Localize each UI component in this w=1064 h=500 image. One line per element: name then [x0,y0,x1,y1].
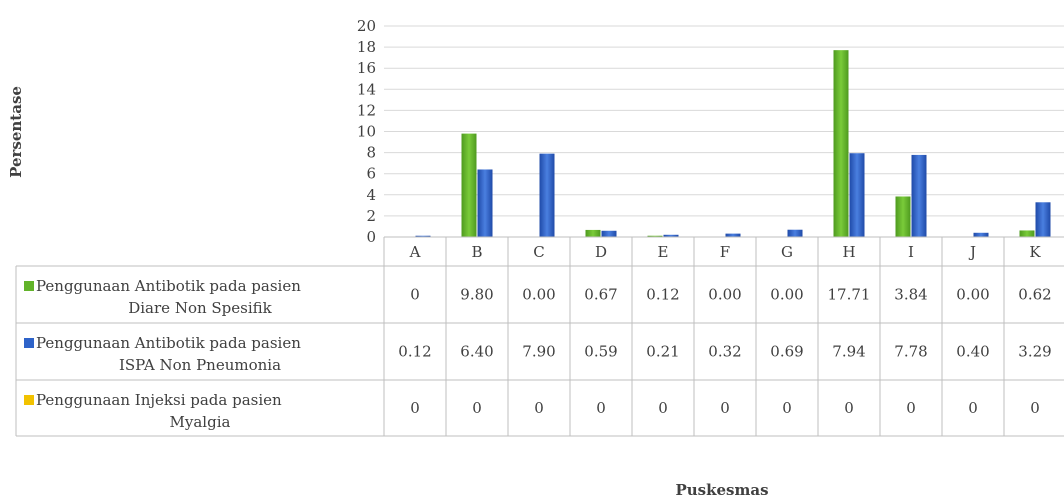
data-label: 9.80 [460,286,493,304]
data-label: 0 [720,399,730,417]
legend-swatch [24,338,34,348]
bar-k-series-1 [1019,230,1035,237]
data-label: 0.00 [956,286,989,304]
data-label: 3.29 [1018,343,1051,361]
y-tick-label: 2 [366,207,376,225]
data-label: 0.69 [770,343,803,361]
data-label: 0.00 [522,286,555,304]
data-label: 0 [906,399,916,417]
data-label: 0 [658,399,668,417]
bar-e-series-1 [647,235,663,237]
data-label: 3.84 [894,286,927,304]
bar-h-series-1 [833,50,849,237]
x-tick-label: I [908,243,914,261]
legend-label: Diare Non Spesifik [128,299,272,317]
data-label: 0.00 [708,286,741,304]
x-tick-label: H [842,243,855,261]
bar-j-series-2 [973,232,989,237]
bar-a-series-2 [415,235,431,237]
data-label: 0.62 [1018,286,1051,304]
bar-f-series-2 [725,233,741,237]
x-tick-label: C [533,243,544,261]
data-label: 7.78 [894,343,927,361]
data-label: 0.40 [956,343,989,361]
data-label: 0.59 [584,343,617,361]
data-label: 0 [968,399,978,417]
data-label: 0 [1030,399,1040,417]
y-tick-label: 8 [366,144,376,162]
data-label: 0 [596,399,606,417]
data-label: 7.94 [832,343,865,361]
gridlines [384,25,1064,217]
x-tick-label: D [595,243,607,261]
data-label: 0 [472,399,482,417]
data-label: 0.21 [646,343,679,361]
legend-swatch [24,281,34,291]
bars [415,50,1051,237]
x-tick-label: A [409,243,421,261]
y-tick-label: 0 [366,228,376,246]
y-tick-label: 10 [357,123,376,141]
bar-d-series-2 [601,230,617,237]
x-tick-label: J [968,243,976,261]
legend-swatch [24,395,34,405]
bar-e-series-2 [663,234,679,237]
data-label: 0.12 [646,286,679,304]
data-label: 0.32 [708,343,741,361]
legend-label: ISPA Non Pneumonia [119,356,281,374]
x-tick-label: F [720,243,730,261]
data-label: 0.00 [770,286,803,304]
data-label: 0 [534,399,544,417]
y-tick-label: 4 [366,186,376,204]
bar-d-series-1 [585,229,601,237]
x-tick-label: B [471,243,482,261]
data-label: 0.67 [584,286,617,304]
data-label: 17.71 [828,286,871,304]
data-label: 0 [410,286,420,304]
x-tick-label: K [1029,243,1041,261]
x-axis-title: Puskesmas [675,481,768,499]
y-axis-ticks: 0 2 4 6 8 10 12 14 16 18 20 [357,17,376,246]
bar-g-series-2 [787,229,803,237]
data-label: 0 [844,399,854,417]
x-tick-label: G [781,243,793,261]
y-axis-title: Persentase [7,86,25,178]
data-label: 0 [410,399,420,417]
legend-label: Penggunaan Antibotik pada pasien [36,277,301,295]
bar-h-series-2 [849,153,865,237]
bar-b-series-2 [477,169,493,237]
bar-i-series-2 [911,154,927,237]
x-tick-label: E [658,243,669,261]
y-tick-label: 12 [357,101,376,119]
bar-i-series-1 [895,196,911,237]
legend-label: Penggunaan Injeksi pada pasien [36,391,282,409]
legend-label: Penggunaan Antibotik pada pasien [36,334,301,352]
legend-label: Myalgia [170,413,231,431]
y-tick-label: 14 [357,80,376,98]
bar-b-series-1 [461,133,477,237]
y-tick-label: 18 [357,38,376,56]
data-label: 0 [782,399,792,417]
bar-k-series-2 [1035,202,1051,237]
y-tick-label: 6 [366,165,376,183]
data-label: 0.12 [398,343,431,361]
y-tick-label: 16 [357,59,376,77]
data-table: A B C D E F G H I J K Penggunaan Antibotik pada pas… [15,236,1064,437]
data-label: 7.90 [522,343,555,361]
data-label: 6.40 [460,343,493,361]
bar-c-series-2 [539,153,555,237]
y-tick-label: 20 [357,17,376,35]
